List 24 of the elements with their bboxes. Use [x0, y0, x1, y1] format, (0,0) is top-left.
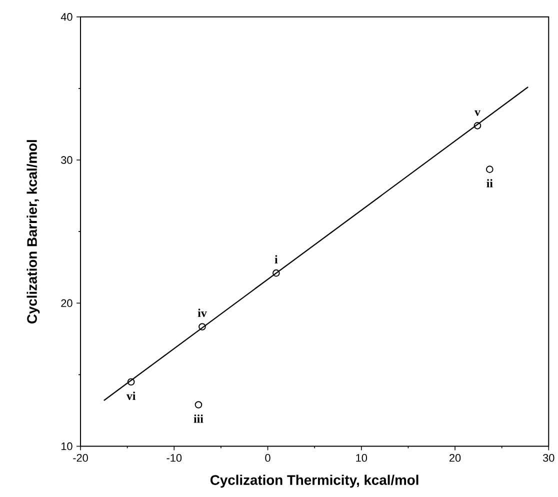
x-tick-label: 10: [356, 454, 368, 462]
y-tick-label: 20: [61, 299, 72, 308]
annotation: iii: [194, 414, 204, 423]
point: [198, 323, 206, 330]
point: [474, 122, 482, 130]
y-tick-label: 10: [61, 442, 72, 450]
point: [486, 166, 494, 173]
point: [194, 401, 202, 408]
point: [127, 378, 135, 386]
y-tick-label: 30: [61, 156, 72, 164]
annotation: i: [274, 255, 278, 264]
point: [272, 269, 280, 277]
x-tick-label: 20: [450, 454, 461, 462]
y-axis-title: Cyclization Barrier, kcal/mol: [26, 140, 40, 324]
x-tick-label: 0: [265, 454, 270, 462]
annotation: iv: [198, 308, 207, 318]
annotation: vi: [126, 392, 136, 400]
annotation: v: [474, 110, 480, 116]
annotation: ii: [486, 179, 493, 188]
x-tick-label: -10: [166, 454, 182, 462]
x-tick-label: -20: [73, 454, 88, 462]
x-tick-label: 30: [543, 454, 554, 462]
x-axis-title: Cyclization Thermicity, kcal/mol: [210, 474, 418, 488]
y-tick-label: 40: [60, 13, 72, 21]
